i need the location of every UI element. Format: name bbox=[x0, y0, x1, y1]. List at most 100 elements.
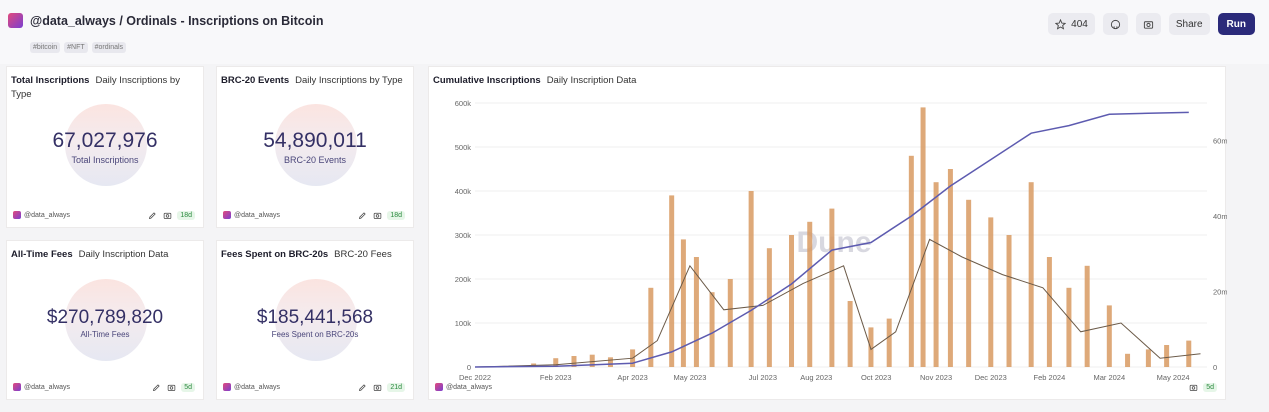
card-subtitle: Daily Inscription Data bbox=[546, 75, 637, 86]
daily-bar bbox=[680, 239, 686, 367]
edit-icon[interactable] bbox=[152, 383, 161, 392]
author-name[interactable]: @data_always bbox=[234, 383, 281, 391]
share-button[interactable]: Share bbox=[1168, 13, 1210, 35]
camera-icon[interactable] bbox=[373, 383, 382, 392]
x-tick-label: Dec 2022 bbox=[459, 373, 491, 382]
daily-bar bbox=[886, 318, 892, 367]
y-right-tick-label: 40m bbox=[1213, 212, 1227, 221]
tag-nft[interactable]: #NFT bbox=[64, 42, 88, 53]
freshness-badge: 5d bbox=[181, 382, 195, 392]
x-tick-label: Jul 2023 bbox=[749, 373, 777, 382]
dashboard-header: @data_always / Ordinals - Inscriptions o… bbox=[0, 0, 1269, 64]
daily-bar bbox=[1046, 257, 1052, 367]
daily-bar bbox=[648, 287, 654, 367]
card-footer: @data_always 18d bbox=[223, 209, 405, 221]
daily-bar bbox=[789, 235, 795, 367]
camera-icon bbox=[1143, 20, 1153, 29]
star-count: 404 bbox=[1071, 18, 1088, 30]
star-icon bbox=[1055, 18, 1067, 30]
card-subtitle: BRC-20 Fees bbox=[334, 249, 392, 260]
avatar bbox=[223, 383, 231, 391]
github-button[interactable] bbox=[1102, 13, 1128, 35]
y-right-tick-label: 0 bbox=[1213, 363, 1217, 372]
y-right-tick-label: 60m bbox=[1213, 137, 1227, 146]
y-right-tick-label: 20m bbox=[1213, 288, 1227, 297]
daily-bar bbox=[807, 221, 813, 367]
camera-icon[interactable] bbox=[167, 383, 176, 392]
edit-icon[interactable] bbox=[148, 211, 157, 220]
edit-icon[interactable] bbox=[358, 211, 367, 220]
daily-bar bbox=[709, 292, 715, 367]
y-left-tick-label: 300k bbox=[455, 231, 472, 240]
y-left-tick-label: 100k bbox=[455, 319, 472, 328]
card-footer: @data_always 5d bbox=[13, 381, 195, 393]
freshness-badge: 21d bbox=[387, 382, 405, 392]
all-time-fees-label: All-Time Fees bbox=[80, 330, 130, 339]
x-tick-label: Feb 2024 bbox=[1034, 373, 1066, 382]
value-backdrop bbox=[275, 279, 357, 361]
daily-bar bbox=[966, 199, 972, 367]
card-title-main[interactable]: Fees Spent on BRC-20s bbox=[221, 249, 329, 260]
tag-ordinals[interactable]: #ordinals bbox=[91, 42, 127, 53]
author-name[interactable]: @data_always bbox=[446, 383, 493, 391]
value-backdrop bbox=[65, 104, 147, 186]
all-time-fees-card: All-Time Fees Daily Inscription Data $270… bbox=[6, 240, 204, 400]
dashboard-title: @data_always / Ordinals - Inscriptions o… bbox=[30, 14, 324, 28]
freshness-badge: 18d bbox=[387, 210, 405, 220]
daily-bar bbox=[933, 182, 939, 367]
card-title-main[interactable]: All-Time Fees bbox=[11, 249, 73, 260]
x-tick-label: Nov 2023 bbox=[920, 373, 952, 382]
tag-list: #bitcoin #NFT #ordinals bbox=[30, 42, 127, 53]
camera-icon[interactable] bbox=[1189, 383, 1198, 392]
card-title-main[interactable]: Total Inscriptions bbox=[11, 75, 90, 86]
brc20-events-value: 54,890,011 bbox=[263, 129, 367, 152]
card-title: Fees Spent on BRC-20s BRC-20 Fees bbox=[221, 248, 409, 262]
dashboard-logo bbox=[8, 13, 23, 28]
card-footer: @data_always 18d bbox=[13, 209, 195, 221]
daily-bar bbox=[1125, 353, 1131, 367]
daily-bar bbox=[829, 208, 835, 367]
star-button[interactable]: 404 bbox=[1048, 13, 1095, 35]
card-title-main[interactable]: Cumulative Inscriptions bbox=[433, 75, 541, 86]
x-tick-label: Oct 2023 bbox=[861, 373, 891, 382]
camera-icon[interactable] bbox=[163, 211, 172, 220]
github-icon bbox=[1110, 19, 1120, 29]
daily-bar bbox=[868, 327, 874, 367]
x-tick-label: May 2024 bbox=[1157, 373, 1190, 382]
author-name[interactable]: @data_always bbox=[24, 211, 71, 219]
value-backdrop bbox=[65, 279, 147, 361]
run-button[interactable]: Run bbox=[1217, 13, 1255, 35]
daily-bar bbox=[1006, 235, 1012, 367]
card-title: Total Inscriptions Daily Inscriptions by … bbox=[11, 74, 199, 102]
daily-bar bbox=[1164, 345, 1170, 367]
author-name[interactable]: @data_always bbox=[234, 211, 281, 219]
daily-bar bbox=[1106, 305, 1112, 367]
avatar bbox=[13, 383, 21, 391]
card-footer: @data_always 21d bbox=[223, 381, 405, 393]
daily-bar bbox=[571, 356, 577, 367]
x-tick-label: Aug 2023 bbox=[800, 373, 832, 382]
x-tick-label: Mar 2024 bbox=[1093, 373, 1125, 382]
card-subtitle: Daily Inscriptions by Type bbox=[11, 75, 180, 100]
daily-bar bbox=[589, 354, 595, 367]
freshness-badge: 5d bbox=[1203, 382, 1217, 392]
daily-bar bbox=[1028, 182, 1034, 367]
screenshot-button[interactable] bbox=[1135, 13, 1161, 35]
y-left-tick-label: 600k bbox=[455, 99, 472, 108]
card-title: All-Time Fees Daily Inscription Data bbox=[11, 248, 199, 262]
total-inscriptions-card: Total Inscriptions Daily Inscriptions by … bbox=[6, 66, 204, 228]
camera-icon[interactable] bbox=[373, 211, 382, 220]
edit-icon[interactable] bbox=[358, 383, 367, 392]
value-backdrop bbox=[275, 104, 357, 186]
freshness-badge: 18d bbox=[177, 210, 195, 220]
daily-bar bbox=[1186, 340, 1192, 367]
tag-bitcoin[interactable]: #bitcoin bbox=[30, 42, 61, 53]
author-name[interactable]: @data_always bbox=[24, 383, 71, 391]
brc20-fees-label: Fees Spent on BRC-20s bbox=[271, 330, 359, 339]
card-title-main[interactable]: BRC-20 Events bbox=[221, 75, 290, 86]
brc20-events-label: BRC-20 Events bbox=[283, 155, 347, 165]
daily-bar bbox=[1084, 265, 1090, 367]
y-left-tick-label: 0 bbox=[467, 363, 471, 372]
x-tick-label: Feb 2023 bbox=[540, 373, 572, 382]
all-time-fees-value: $270,789,820 bbox=[46, 307, 164, 328]
